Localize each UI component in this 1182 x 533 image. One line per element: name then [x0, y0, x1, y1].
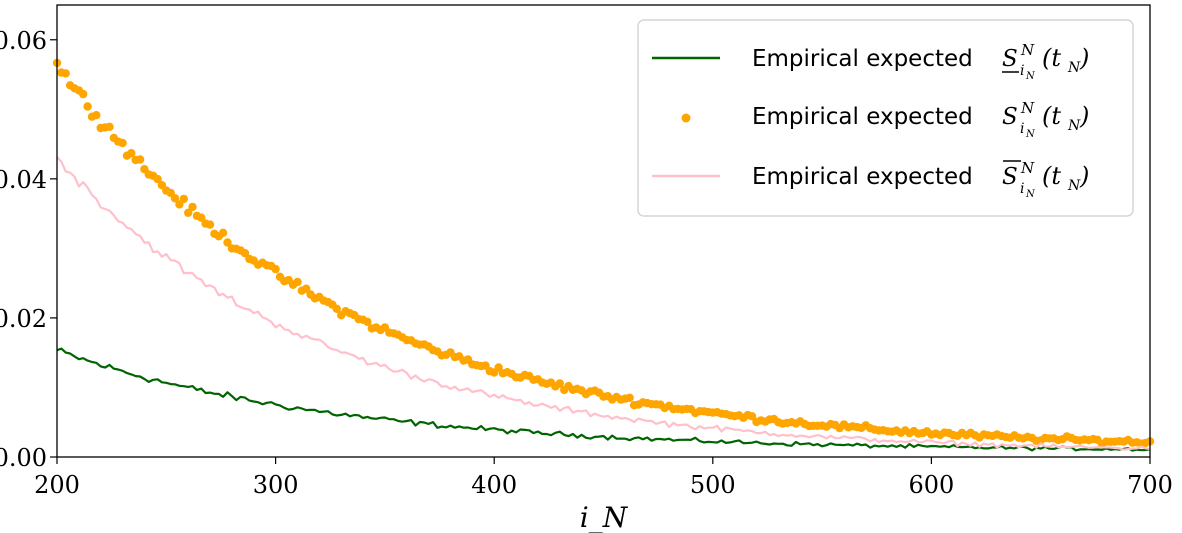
legend-subsub-2: N — [1025, 189, 1036, 200]
axes: 200 300 400 500 600 700 0.00 0.02 0.04 0.06 — [0, 27, 1173, 499]
legend-arg-end-1: ) — [1079, 102, 1089, 130]
legend-arg-end-2: ) — [1079, 162, 1089, 190]
legend-label-1: Empirical expected — [752, 104, 973, 130]
data-point — [555, 379, 564, 388]
legend-math-0: S — [1002, 46, 1018, 72]
x-tick-label: 300 — [253, 471, 299, 499]
x-tick-label: 400 — [471, 471, 517, 499]
data-point — [83, 102, 92, 111]
data-point — [363, 317, 372, 326]
data-point — [135, 155, 145, 164]
data-point — [184, 208, 193, 217]
x-axis-label: i_N — [580, 501, 629, 533]
series-points-1 — [52, 58, 1155, 449]
legend-sub-2: i — [1020, 181, 1024, 197]
data-point — [494, 363, 503, 372]
x-tick-label: 500 — [690, 471, 736, 499]
data-point — [240, 249, 250, 258]
legend-swatch-1 — [681, 113, 691, 123]
legend: Empirical expected S Ni N(t N)Empirical exp… — [637, 19, 1134, 217]
legend-arg-1: (t — [1042, 102, 1061, 130]
legend-sup-1: N — [1020, 99, 1035, 117]
x-tick-label: 600 — [908, 471, 954, 499]
legend-arg-end-0: ) — [1079, 44, 1089, 72]
legend-arg-sub-1: N — [1067, 118, 1081, 134]
data-point — [61, 69, 70, 78]
data-point — [118, 138, 127, 148]
data-point — [302, 284, 311, 293]
data-point — [205, 220, 215, 229]
y-tick-label: 0.04 — [0, 166, 47, 194]
data-point — [79, 89, 88, 99]
data-point — [218, 228, 228, 237]
data-point — [153, 174, 162, 184]
data-point — [271, 264, 280, 274]
x-tick-label: 200 — [34, 471, 80, 499]
data-point — [92, 111, 101, 120]
legend-arg-sub-0: N — [1067, 60, 1081, 76]
data-point — [197, 213, 206, 222]
legend-math-2: S — [1002, 164, 1018, 190]
y-tick-label: 0.00 — [0, 444, 47, 472]
legend-sub-1: i — [1020, 121, 1024, 137]
data-point — [223, 238, 232, 247]
legend-box — [637, 19, 1134, 217]
legend-arg-2: (t — [1042, 162, 1061, 190]
data-point — [293, 277, 302, 287]
legend-label-0: Empirical expected — [752, 46, 973, 72]
legend-label-2: Empirical expected — [752, 164, 973, 190]
data-point — [127, 149, 136, 158]
series-line-2 — [56, 156, 1151, 451]
data-point — [625, 393, 634, 402]
plot-marks — [52, 58, 1155, 452]
data-point — [105, 122, 114, 131]
legend-sup-2: N — [1020, 159, 1035, 177]
data-point — [179, 194, 188, 204]
legend-sup-0: N — [1020, 41, 1035, 59]
series-line-0 — [56, 347, 1151, 452]
data-point — [747, 412, 757, 421]
data-point — [170, 194, 180, 203]
legend-subsub-0: N — [1025, 71, 1036, 82]
plot-frame — [56, 4, 1151, 458]
legend-sub-0: i — [1020, 63, 1024, 79]
legend-arg-0: (t — [1042, 44, 1061, 72]
data-point — [188, 202, 197, 212]
legend-math-1: S — [1002, 104, 1018, 130]
data-point — [332, 304, 341, 313]
y-tick-label: 0.06 — [0, 27, 47, 55]
y-tick-label: 0.02 — [0, 305, 47, 333]
x-tick-label: 700 — [1127, 471, 1173, 499]
legend-arg-sub-2: N — [1067, 178, 1081, 194]
legend-subsub-1: N — [1025, 129, 1036, 140]
